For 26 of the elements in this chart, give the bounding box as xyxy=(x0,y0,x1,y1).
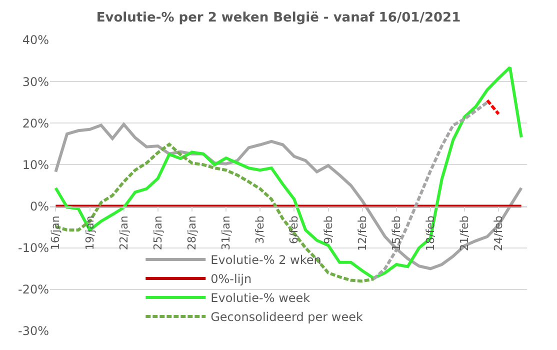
y-tick-label: 10% xyxy=(22,158,49,172)
y-tick-label: -10% xyxy=(18,241,49,256)
x-tick-label: 15/feb xyxy=(390,216,403,252)
x-tick-label: 22/jan xyxy=(117,216,130,250)
y-tick-label: 30% xyxy=(22,74,49,89)
x-tick-label: 28/jan xyxy=(186,216,199,250)
x-tick-label: 25/jan xyxy=(151,216,164,250)
legend-label: Evolutie-% week xyxy=(210,291,310,306)
x-tick-label: 19/jan xyxy=(83,216,96,250)
legend-label: 0%-lijn xyxy=(210,272,252,286)
legend-label: Geconsolideerd per week xyxy=(210,310,363,324)
x-tick-label: 9/feb xyxy=(322,216,335,244)
x-tick-label: 6/feb xyxy=(288,216,301,244)
x-tick-label: 24/feb xyxy=(492,216,506,252)
y-tick-label: 20% xyxy=(22,116,49,130)
x-tick-label: 16/jan xyxy=(49,216,62,250)
x-tick-label: 31/jan xyxy=(220,216,233,250)
y-tick-label: 40% xyxy=(22,33,49,48)
y-tick-label: -20% xyxy=(18,282,49,297)
x-tick-label: 18/feb xyxy=(424,216,438,252)
chart-title: Evolutie-% per 2 weken België - vanaf 16/01/2021 xyxy=(96,10,461,26)
x-tick-label: 21/feb xyxy=(458,216,472,252)
y-tick-label: 0% xyxy=(30,199,49,214)
x-tick-label: 3/feb xyxy=(254,216,267,244)
x-tick-label: 12/feb xyxy=(356,216,369,252)
y-tick-label: -30% xyxy=(18,324,49,338)
